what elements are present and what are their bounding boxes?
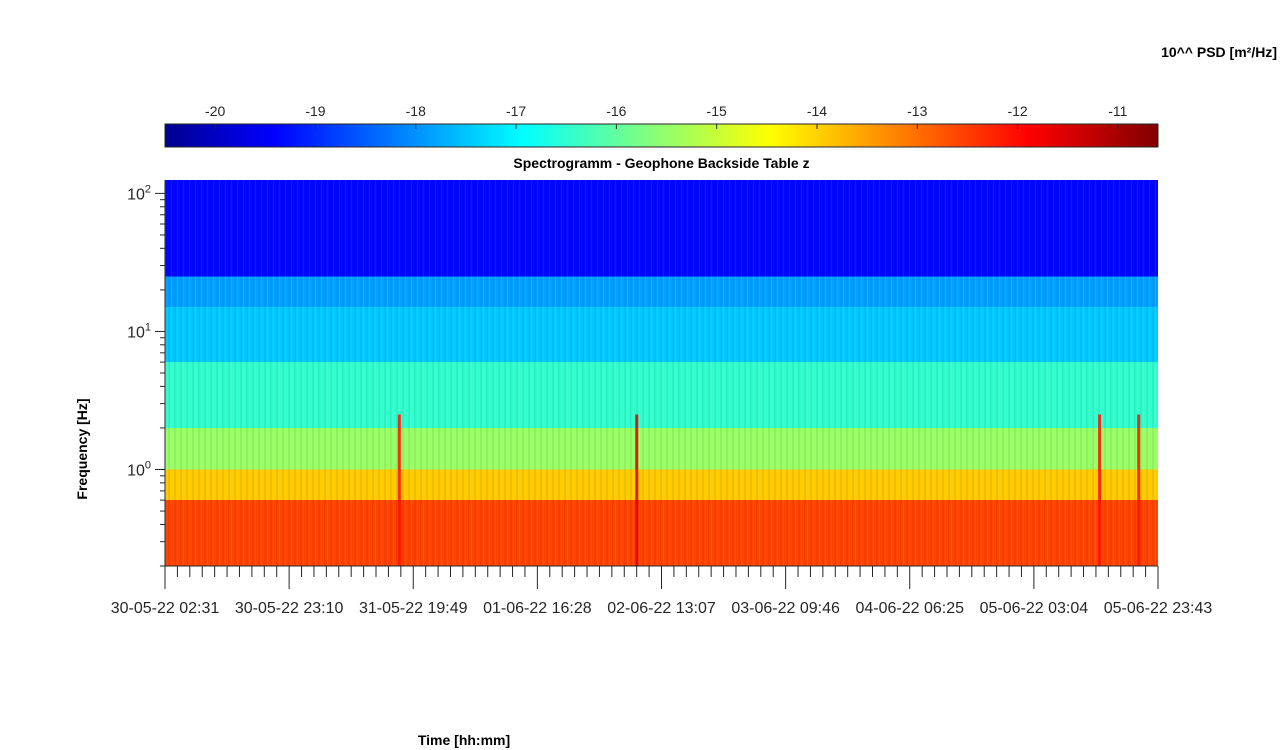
x-tick-label: 01-06-22 16:28 bbox=[483, 600, 592, 617]
x-tick-label: 30-05-22 23:10 bbox=[235, 600, 344, 617]
plot-area bbox=[165, 180, 1158, 566]
colorbar-tick-label: -18 bbox=[406, 103, 426, 119]
colorbar-tick-label: -15 bbox=[707, 103, 727, 119]
x-tick-label: 05-06-22 23:43 bbox=[1104, 600, 1213, 617]
y-tick-label: 101 bbox=[127, 321, 151, 341]
x-tick-label: 30-05-22 02:31 bbox=[111, 600, 220, 617]
x-axis: 30-05-22 02:31 30-05-22 23:10 31-05-22 19:… bbox=[111, 565, 1213, 617]
spectrogram-events bbox=[397, 414, 1141, 566]
chart-title: Spectrogramm - Geophone Backside Table z bbox=[513, 155, 810, 171]
colorbar-gradient bbox=[164, 123, 1159, 148]
colorbar-tick-label: -17 bbox=[506, 103, 526, 119]
colorbar-tick-label: -14 bbox=[807, 103, 827, 119]
x-tick-label: 03-06-22 09:46 bbox=[731, 600, 840, 617]
y-axis: 100 101 102 bbox=[127, 180, 166, 567]
y-tick-label: 102 bbox=[127, 183, 151, 203]
x-tick-label: 04-06-22 06:25 bbox=[855, 600, 964, 617]
colorbar-tick-label: -12 bbox=[1007, 103, 1027, 119]
colorbar-tick-label: -11 bbox=[1108, 103, 1127, 119]
spectrogram-texture bbox=[165, 180, 1158, 566]
colorbar: -20 -19 -18 -17 -16 -15 -14 -13 -12 -11 bbox=[164, 103, 1159, 148]
x-tick-label: 05-06-22 03:04 bbox=[980, 600, 1089, 617]
colorbar-tick-label: -20 bbox=[205, 103, 225, 119]
colorbar-ticks: -20 -19 -18 -17 -16 -15 -14 -13 -12 -11 bbox=[205, 103, 1128, 129]
colorbar-tick-label: -13 bbox=[907, 103, 927, 119]
y-tick-label: 100 bbox=[127, 460, 151, 480]
colorbar-tick-label: -19 bbox=[305, 103, 325, 119]
x-axis-label: Time [hh:mm] bbox=[417, 732, 511, 748]
x-tick-label: 31-05-22 19:49 bbox=[359, 600, 468, 617]
colorbar-label: 10^^ PSD [m²/Hz] bbox=[1161, 44, 1277, 60]
x-tick-label: 02-06-22 13:07 bbox=[607, 600, 716, 617]
colorbar-tick-label: -16 bbox=[606, 103, 626, 119]
